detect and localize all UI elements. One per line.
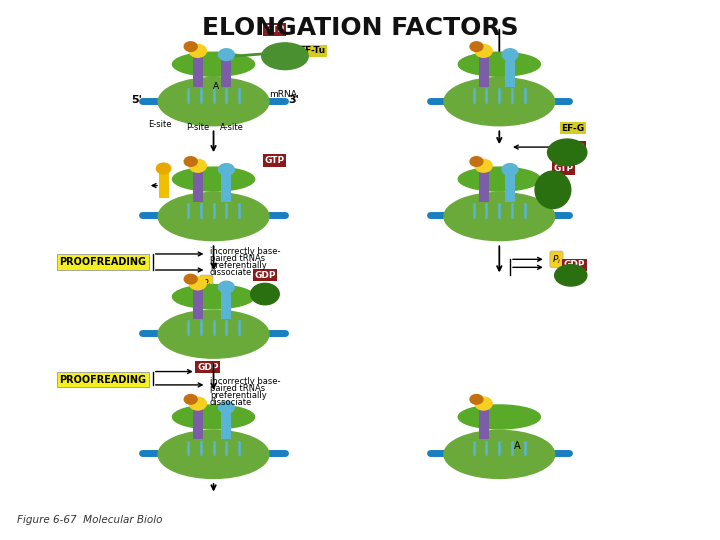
Text: EF-G: EF-G [562,124,585,133]
Circle shape [470,42,483,51]
FancyBboxPatch shape [193,406,203,440]
Circle shape [502,164,518,176]
Text: GDP: GDP [197,363,219,372]
Text: incorrectly base-: incorrectly base- [210,247,281,256]
Text: A-site: A-site [220,123,243,132]
Text: $P_i$: $P_i$ [552,253,561,266]
Text: dissociate: dissociate [210,398,252,407]
Circle shape [156,163,171,174]
Text: EF-Tu: EF-Tu [299,46,325,56]
FancyBboxPatch shape [505,172,515,201]
Text: 5': 5' [131,94,142,105]
Text: preferentially: preferentially [210,261,266,269]
Ellipse shape [458,405,541,429]
Text: PROOFREADING: PROOFREADING [59,375,146,384]
Ellipse shape [444,430,554,478]
Text: ELONGATION FACTORS: ELONGATION FACTORS [202,16,518,40]
Text: P-site: P-site [186,123,210,132]
Circle shape [470,157,483,166]
Circle shape [184,274,197,284]
Text: GTP: GTP [264,25,284,34]
Text: mRNA: mRNA [269,90,297,99]
Ellipse shape [444,78,554,126]
Ellipse shape [547,139,587,166]
Text: Figure 6-67  Molecular Biolo: Figure 6-67 Molecular Biolo [17,516,163,525]
Text: GTP: GTP [554,164,574,173]
Circle shape [502,49,518,60]
Text: A: A [212,82,219,91]
Ellipse shape [262,43,308,70]
FancyBboxPatch shape [221,57,231,87]
FancyBboxPatch shape [221,290,231,319]
Circle shape [219,49,234,60]
Circle shape [189,159,207,172]
Text: GDP: GDP [564,260,585,269]
Ellipse shape [158,310,269,358]
Circle shape [189,44,207,57]
Text: 3': 3' [288,94,299,105]
Circle shape [219,281,234,293]
Text: preferentially: preferentially [210,391,266,400]
FancyBboxPatch shape [193,168,203,201]
Text: E-site: E-site [148,120,171,129]
Ellipse shape [158,430,269,478]
Ellipse shape [173,285,255,309]
Circle shape [219,401,234,413]
Circle shape [184,395,197,404]
FancyBboxPatch shape [193,53,203,87]
Text: dissociate: dissociate [210,268,252,276]
Circle shape [475,44,492,57]
Ellipse shape [158,78,269,126]
FancyBboxPatch shape [505,57,515,87]
Circle shape [219,164,234,176]
Ellipse shape [173,52,255,76]
Circle shape [184,157,197,166]
Ellipse shape [458,167,541,191]
FancyBboxPatch shape [479,53,489,87]
Text: A: A [514,441,521,451]
Circle shape [189,277,207,290]
Circle shape [184,42,197,51]
FancyBboxPatch shape [479,168,489,201]
Circle shape [189,397,207,410]
Ellipse shape [173,405,255,429]
Ellipse shape [251,284,279,305]
FancyBboxPatch shape [193,286,203,319]
Text: GTP: GTP [264,156,284,165]
Ellipse shape [535,171,571,208]
Text: $P_i$: $P_i$ [202,277,211,289]
Ellipse shape [444,192,554,241]
FancyBboxPatch shape [158,171,168,198]
Text: paired tRNAs: paired tRNAs [210,384,265,393]
Text: PROOFREADING: PROOFREADING [59,257,146,267]
Ellipse shape [554,265,587,286]
FancyBboxPatch shape [221,172,231,201]
Circle shape [475,397,492,410]
FancyBboxPatch shape [221,410,231,440]
Text: GDP: GDP [254,271,276,280]
Text: GTP: GTP [564,143,585,152]
Ellipse shape [458,52,541,76]
Circle shape [470,395,483,404]
Ellipse shape [173,167,255,191]
FancyBboxPatch shape [479,406,489,440]
Circle shape [475,159,492,172]
Text: incorrectly base-: incorrectly base- [210,377,281,386]
Text: paired tRNAs: paired tRNAs [210,254,265,263]
Ellipse shape [158,192,269,241]
